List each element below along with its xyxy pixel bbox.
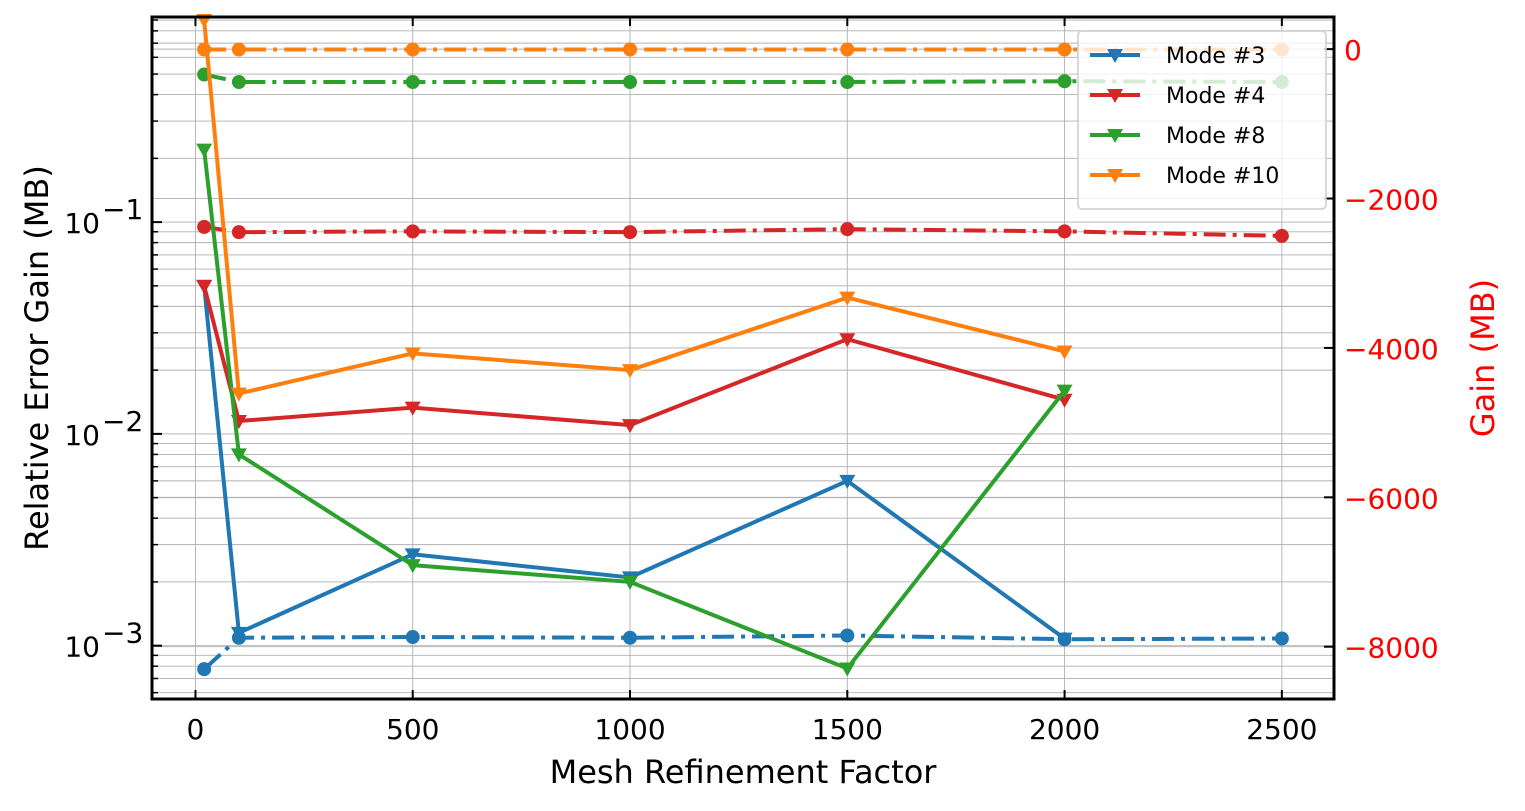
legend-marker — [1107, 89, 1123, 103]
solid-series-point — [404, 548, 421, 563]
solid-series-point — [622, 575, 639, 590]
dashdot-series-point — [1274, 228, 1289, 243]
left-axis-series — [196, 14, 1073, 677]
dashdot-series-point — [1274, 631, 1289, 646]
x-tick-label: 500 — [386, 713, 439, 746]
legend-label: Mode #4 — [1166, 84, 1265, 109]
dashdot-series-point — [623, 42, 638, 57]
solid-series-point — [404, 559, 421, 574]
left-tick-exponent: −2 — [102, 405, 143, 438]
dashdot-series-point — [231, 225, 246, 240]
right-tick-label: 0 — [1344, 34, 1362, 67]
plot-frame — [150, 15, 1336, 701]
legend-label: Mode #3 — [1166, 44, 1265, 69]
left-tick-label: 10 — [64, 207, 100, 240]
dashdot-series-point — [197, 662, 212, 677]
dashdot-series-point — [623, 225, 638, 240]
solid-series-line — [202, 149, 1067, 671]
solid-series-line — [202, 285, 1066, 641]
solid-series-point — [839, 474, 856, 489]
dashdot-series-point — [231, 42, 246, 57]
solid-series-point — [196, 279, 213, 294]
right-y-axis-label: Gain (MB) — [1464, 279, 1502, 437]
right-tick-label: −4000 — [1344, 333, 1439, 366]
dashdot-series-point — [405, 74, 420, 89]
solid-series-point — [1056, 632, 1073, 647]
left-tick-label: 10 — [64, 419, 100, 452]
x-tick-label: 0 — [187, 713, 205, 746]
left-tick-exponent: −3 — [102, 617, 143, 650]
dashdot-series-point — [1057, 224, 1072, 239]
dashdot-series-point — [1057, 42, 1072, 57]
right-tick-label: −2000 — [1344, 184, 1439, 217]
solid-series-point — [404, 401, 421, 416]
solid-series-line — [202, 19, 1066, 397]
dashdot-series-point — [623, 74, 638, 89]
dashdot-series-point — [840, 42, 855, 57]
solid-series-point — [196, 143, 213, 158]
solid-series-point — [839, 333, 856, 348]
dashdot-series-point — [840, 74, 855, 89]
x-tick-label: 2000 — [1029, 713, 1100, 746]
right-tick-label: −6000 — [1344, 482, 1439, 515]
dashdot-series-point — [405, 42, 420, 57]
legend-marker — [1107, 129, 1123, 143]
x-tick-label: 1000 — [594, 713, 665, 746]
dashdot-series-point — [405, 630, 420, 644]
solid-series-point — [230, 387, 247, 402]
x-tick-label: 2500 — [1246, 713, 1317, 746]
legend: Mode #3 Mode #4 Mode #8 Mode #10 — [1077, 30, 1327, 210]
right-tick-label: −8000 — [1344, 632, 1439, 665]
dashdot-series-point — [840, 222, 855, 237]
dashdot-series-point — [231, 74, 246, 89]
x-axis-label: Mesh Refinement Factor — [550, 753, 938, 791]
x-tick-label: 1500 — [812, 713, 883, 746]
legend-label: Mode #10 — [1166, 164, 1279, 189]
solid-series-point — [230, 448, 247, 463]
legend-marker — [1107, 49, 1123, 63]
solid-series-point — [622, 419, 639, 434]
dashdot-series-point — [1057, 74, 1072, 89]
solid-series-point — [1056, 384, 1073, 399]
solid-series-point — [622, 364, 639, 379]
solid-series-point — [839, 662, 856, 677]
legend-marker — [1107, 169, 1123, 183]
dashdot-series-point — [623, 630, 638, 645]
solid-series-point — [230, 626, 247, 641]
left-tick-label: 10 — [64, 631, 100, 664]
solid-series-point — [1056, 345, 1073, 360]
dashdot-series-point — [197, 219, 212, 234]
left-y-axis-label: Relative Error Gain (MB) — [18, 165, 56, 551]
solid-series-point — [404, 347, 421, 362]
legend-box — [1077, 30, 1327, 210]
legend-label: Mode #8 — [1166, 124, 1265, 149]
left-tick-exponent: −1 — [102, 193, 143, 226]
dashdot-series-point — [405, 224, 420, 239]
solid-series-point — [839, 291, 856, 306]
dashdot-series-point — [840, 628, 855, 643]
